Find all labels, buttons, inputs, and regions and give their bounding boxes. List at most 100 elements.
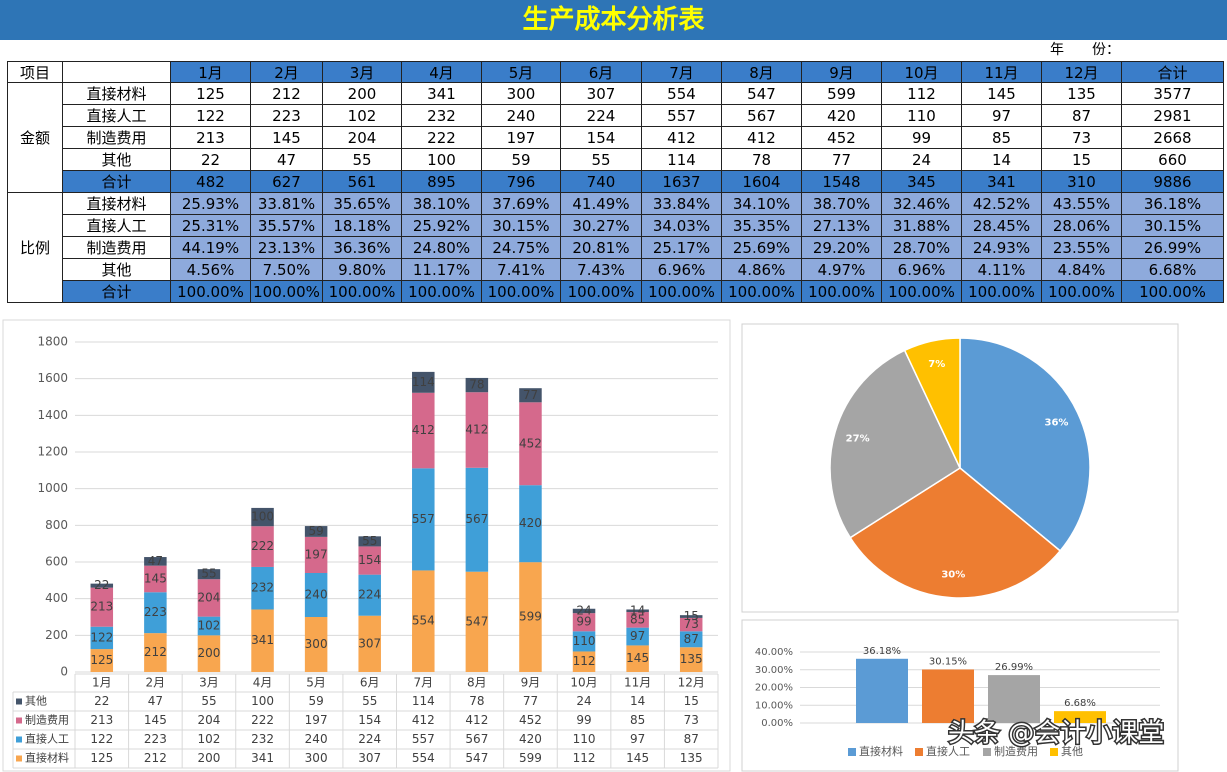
table-cell: 30.15%: [481, 214, 561, 237]
table-cell: 14: [961, 148, 1042, 171]
table-value: 197: [305, 713, 328, 727]
table-cell: 9886: [1121, 170, 1224, 193]
bar-segment: [90, 587, 114, 627]
data-label: 300: [305, 637, 328, 651]
data-label: 412: [465, 423, 488, 437]
table-cell: 660: [1121, 148, 1224, 171]
bar: [988, 675, 1040, 723]
data-label: 213: [90, 600, 113, 614]
x-tick-label: 2月: [146, 676, 166, 690]
table-cell: 38.10%: [401, 192, 482, 215]
table-cell: 6.96%: [641, 258, 722, 281]
bar-segment: [251, 526, 274, 567]
data-label: 125: [90, 653, 113, 667]
table-cell: 135: [1041, 82, 1122, 105]
table-cell: 55: [560, 148, 642, 171]
section-label: 比例: [7, 192, 63, 303]
y-tick-label: 400: [45, 591, 68, 605]
table-value: 122: [90, 732, 113, 746]
data-label: 24: [576, 603, 591, 617]
table-cell: 341: [961, 170, 1042, 193]
bar-segment: [626, 645, 649, 672]
data-label: 30%: [941, 569, 965, 580]
table-value: 452: [519, 713, 542, 727]
header-cell: 3月: [322, 61, 402, 83]
table-cell: 895: [401, 170, 482, 193]
bar: [1054, 711, 1106, 723]
header-cell: [62, 61, 171, 83]
bar-segment: [519, 485, 542, 563]
data-label: 200: [198, 646, 221, 660]
data-label: 15: [684, 609, 699, 623]
table-cell: 47: [250, 148, 323, 171]
table-cell: 4.86%: [721, 258, 802, 281]
table-cell: 31.88%: [881, 214, 962, 237]
table-cell: 23.13%: [250, 236, 323, 259]
bar-segment: [251, 609, 274, 672]
row-name: 直接人工: [62, 104, 171, 127]
table-value: 59: [308, 694, 323, 708]
table-cell: 100.00%: [1041, 280, 1122, 303]
table-cell: 1604: [721, 170, 802, 193]
data-label: 554: [412, 614, 435, 628]
table-cell: 567: [721, 104, 802, 127]
data-label: 27%: [846, 433, 870, 444]
data-label: 204: [198, 590, 221, 604]
table-value: 73: [684, 713, 699, 727]
data-label: 420: [519, 516, 542, 530]
data-label: 135: [680, 652, 703, 666]
table-cell: 100.00%: [801, 280, 882, 303]
table-cell: 42.52%: [961, 192, 1042, 215]
bar-segment: [304, 536, 328, 573]
table-cell: 4.97%: [801, 258, 882, 281]
table-cell: 1548: [801, 170, 882, 193]
row-name: 制造费用: [62, 126, 171, 149]
bar-segment: [519, 562, 542, 672]
header-cell: 7月: [641, 61, 722, 83]
table-cell: 204: [322, 126, 402, 149]
bar-segment: [412, 392, 435, 469]
legend-label: 直接人工: [926, 744, 970, 758]
table-cell: 44.19%: [170, 236, 251, 259]
table-cell: 35.65%: [322, 192, 402, 215]
legend-label: 其他: [25, 695, 47, 708]
table-value: 100: [251, 694, 274, 708]
table-cell: 35.35%: [721, 214, 802, 237]
legend-key: [915, 748, 923, 756]
table-cell: 145: [250, 126, 323, 149]
bar-segment: [90, 649, 114, 672]
data-label: 112: [573, 654, 596, 668]
table-cell: 23.55%: [1041, 236, 1122, 259]
data-label: 55: [201, 567, 216, 581]
legend-key: [16, 717, 22, 724]
table-value: 78: [469, 694, 484, 708]
bar-segment: [679, 647, 703, 672]
table-value: 15: [684, 694, 699, 708]
table-cell: 29.20%: [801, 236, 882, 259]
legend-key: [16, 736, 22, 743]
table-value: 125: [90, 751, 113, 765]
chart-panel: [741, 323, 1179, 613]
table-cell: 482: [170, 170, 251, 193]
data-label: 100: [251, 510, 274, 524]
data-label: 14: [630, 603, 645, 617]
table-value: 114: [412, 694, 435, 708]
table-cell: 240: [481, 104, 561, 127]
header-cell: 6月: [560, 61, 642, 83]
table-cell: 28.06%: [1041, 214, 1122, 237]
pie-slice: [849, 467, 1062, 599]
header-cell: 4月: [401, 61, 482, 83]
table-cell: 30.27%: [560, 214, 642, 237]
table-value: 24: [576, 694, 591, 708]
header-cell: 2月: [250, 61, 323, 83]
data-label: 197: [305, 547, 328, 561]
table-cell: 547: [721, 82, 802, 105]
year-label: 年 份：: [1050, 42, 1120, 58]
data-label: 36%: [1044, 418, 1068, 429]
x-tick-label: 10月: [570, 676, 597, 690]
bar-segment: [144, 592, 167, 634]
header-cell: 5月: [481, 61, 561, 83]
legend-label: 其他: [1061, 745, 1083, 758]
data-label: 232: [251, 581, 274, 595]
